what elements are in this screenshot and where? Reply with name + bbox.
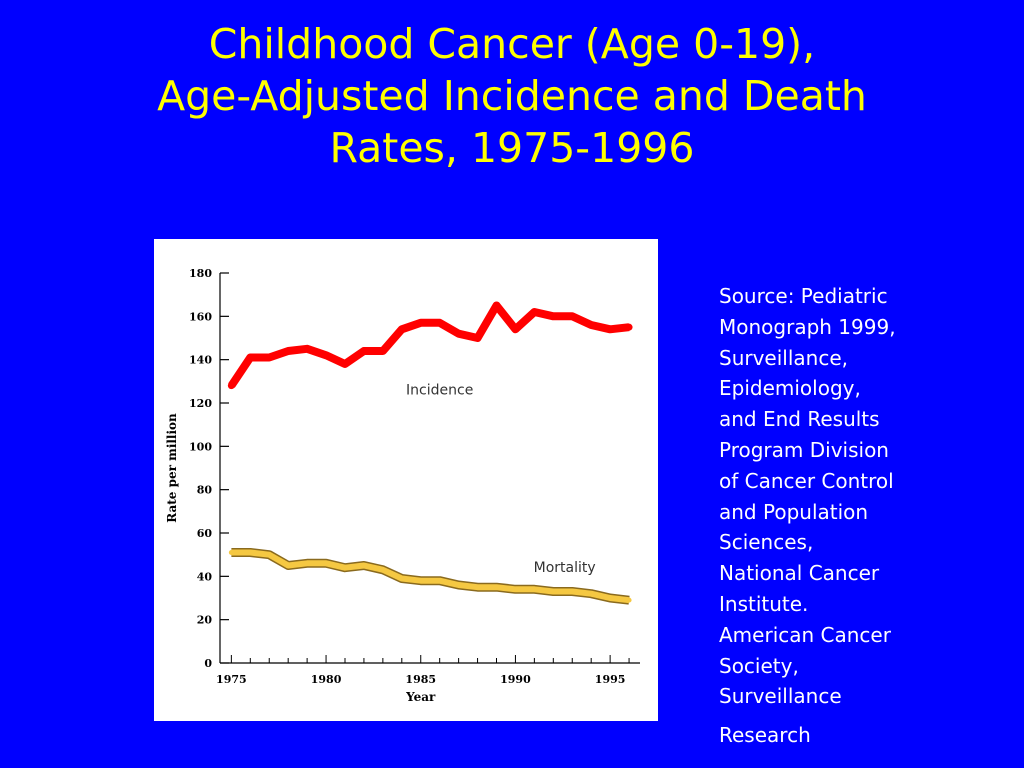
y-axis-label: Rate per million [165,413,179,523]
incidence-point [474,334,482,342]
mortality-point [437,578,443,584]
mortality-point [247,550,253,555]
source-line: Society, [719,653,799,678]
mortality-point [380,567,386,573]
mortality-point [323,560,329,566]
source-line: Source: Pediatric [719,284,888,308]
mortality-point [475,584,481,590]
source-line: Sciences, [719,530,814,555]
y-tick-label: 100 [189,440,212,453]
incidence-point [284,347,292,355]
source-line: and Population [719,499,869,524]
x-axis-label: Year [405,690,436,704]
x-tick-label: 1990 [500,673,531,686]
source-line: Research [719,723,811,748]
mortality-point [456,582,462,588]
incidence-point [417,319,425,327]
mortality-point [493,584,499,590]
y-tick-label: 20 [197,614,213,627]
incidence-point [303,345,311,353]
source-line: Surveillance [719,684,842,709]
source-line: Institute. [719,591,809,616]
mortality-point [342,565,348,571]
source-line: and End Results [719,407,880,432]
incidence-point [265,354,273,361]
slide-title: Childhood Cancer (Age 0-19), Age-Adjuste… [40,18,984,174]
mortality-point [531,586,537,592]
y-tick-label: 60 [197,527,213,540]
incidence-point [398,325,406,333]
incidence-point [492,302,500,309]
incidence-point [568,312,576,320]
incidence-point [341,360,349,368]
source-line: Program Division [719,437,889,462]
mortality-point [266,552,272,558]
line-chart: 0 20 40 60 80 100 120 140 160 180 1975 1980 1985 1990… [165,267,640,704]
mortality-point [588,591,594,597]
incidence-point [455,330,463,338]
title-line-2: Age-Adjusted Incidence and Death [157,72,867,120]
title-line-3: Rates, 1975-1996 [329,124,695,172]
incidence-point [379,347,387,355]
y-tick-label: 180 [189,267,212,280]
y-tick-label: 120 [189,397,212,410]
mortality-point [399,576,405,581]
incidence-point [360,347,368,355]
mortality-point [569,589,575,594]
mortality-label: Mortality [534,560,596,576]
y-tick-label: 40 [197,570,213,583]
mortality-line [231,549,630,604]
incidence-point [436,319,444,327]
incidence-point [227,382,235,390]
title-line-1: Childhood Cancer (Age 0-19), [208,20,816,68]
x-tick-label: 1995 [595,673,626,686]
chart-panel: 0 20 40 60 80 100 120 140 160 180 1975 1980 1985 1990… [154,239,658,721]
source-line: Surveillance, [719,345,848,370]
incidence-point [530,308,538,316]
source-citation: Source: Pediatric Monograph 1999, Survei… [719,281,1019,751]
source-line: National Cancer [719,561,880,586]
y-tick-label: 160 [189,310,212,323]
incidence-point [625,323,633,331]
mortality-point [361,563,367,568]
y-tick-label: 80 [197,484,213,497]
incidence-label: Incidence [406,382,473,398]
incidence-point [606,325,614,333]
source-line: Monograph 1999, [719,314,896,339]
x-tick-label: 1985 [405,673,436,686]
incidence-point [246,354,254,361]
incidence-point [587,321,595,329]
mortality-point [418,578,424,584]
mortality-point [228,550,234,555]
incidence-point [322,351,330,359]
y-tick-label: 0 [204,657,212,670]
incidence-point [549,312,557,320]
mortality-point [626,597,632,603]
mortality-point [550,589,556,594]
incidence-line [228,301,630,388]
source-line: American Cancer [719,622,891,647]
source-line: of Cancer Control [719,468,894,493]
incidence-point [511,325,519,333]
y-tick-label: 140 [189,354,212,367]
x-tick-label: 1980 [311,673,342,686]
mortality-point [304,560,310,566]
x-tick-label: 1975 [216,673,247,686]
source-line: Epidemiology, [719,376,861,401]
mortality-point [512,586,518,592]
mortality-point [285,563,291,568]
mortality-point [607,595,613,601]
